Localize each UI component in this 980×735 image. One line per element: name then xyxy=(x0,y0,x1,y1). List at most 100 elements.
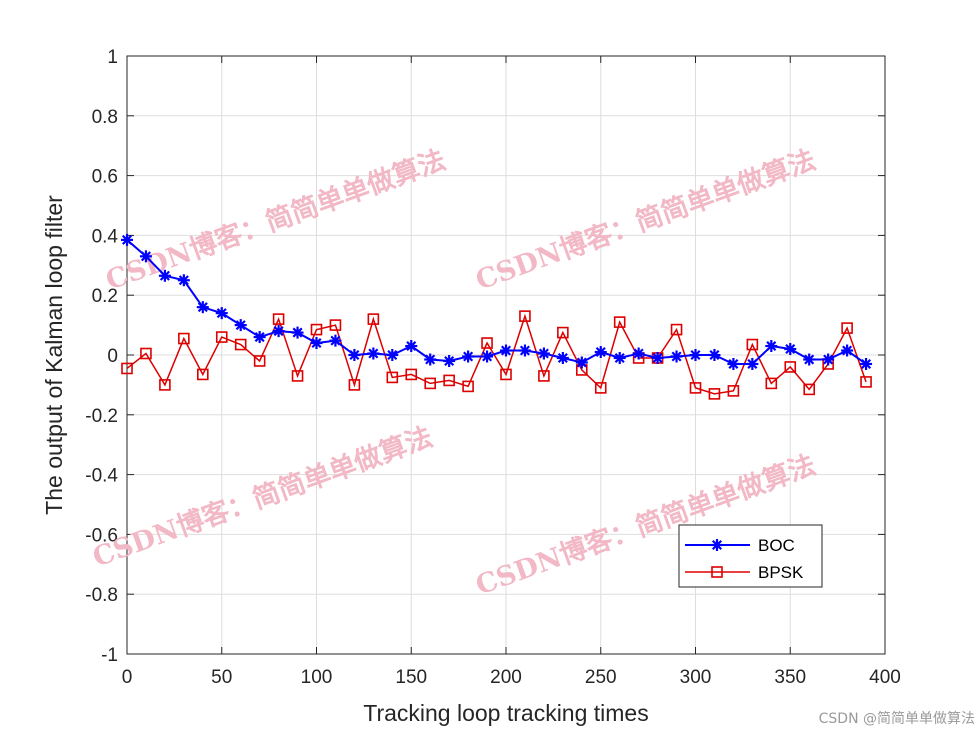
boc-point xyxy=(291,326,304,339)
bpsk-point xyxy=(197,368,209,381)
asterisk-stroke xyxy=(538,348,549,359)
asterisk-stroke xyxy=(785,343,796,355)
boc-point xyxy=(462,350,475,363)
boc-point xyxy=(367,347,380,360)
bpsk-point xyxy=(234,338,247,351)
legend-boc-label: BOC xyxy=(758,536,795,555)
boc-point xyxy=(177,274,190,287)
asterisk-stroke xyxy=(197,302,208,313)
x-tick-label: 350 xyxy=(774,667,806,688)
bpsk-point xyxy=(405,368,418,381)
bpsk-point xyxy=(443,374,455,387)
boc-point xyxy=(594,346,607,359)
boc-point xyxy=(670,350,683,363)
bpsk-point xyxy=(367,313,380,325)
bpsk-point xyxy=(670,323,683,336)
boc-point xyxy=(310,337,323,350)
bpsk-point xyxy=(557,326,569,339)
bpsk-point xyxy=(178,332,190,345)
boc-point xyxy=(727,357,740,370)
asterisk-stroke xyxy=(804,354,815,365)
bpsk-point xyxy=(841,322,853,334)
axis-ticks: 0 50 100 150 200 250 300 350 400 -1 -0.8 -0.6 -0.4 -0… xyxy=(85,47,901,688)
bpsk-point xyxy=(746,338,759,351)
bpsk-point xyxy=(519,310,531,322)
boc-point xyxy=(272,325,285,338)
boc-point xyxy=(708,349,721,361)
boc-point xyxy=(822,353,835,366)
bpsk-point xyxy=(784,361,797,373)
x-tick-label: 250 xyxy=(585,667,617,688)
asterisk-stroke xyxy=(519,345,530,356)
asterisk-stroke xyxy=(140,251,151,262)
legend-box xyxy=(678,524,823,588)
y-tick-label: -0.6 xyxy=(85,525,118,546)
asterisk-stroke xyxy=(482,351,493,362)
boc-point xyxy=(784,343,797,356)
asterisk-stroke xyxy=(842,345,853,356)
y-tick-label: 0 xyxy=(107,346,118,367)
bpsk-point xyxy=(215,331,228,343)
boc-point xyxy=(253,331,266,344)
grid-lines xyxy=(127,56,885,654)
asterisk-stroke xyxy=(652,352,663,364)
bpsk-point xyxy=(860,376,872,388)
x-tick-label: 50 xyxy=(211,667,232,688)
asterisk-stroke xyxy=(216,308,227,319)
asterisk-stroke xyxy=(330,335,341,346)
x-tick-label: 400 xyxy=(869,667,901,688)
x-tick-label: 300 xyxy=(680,667,712,688)
legend-bpsk-square xyxy=(711,566,723,578)
asterisk-stroke xyxy=(614,352,625,364)
asterisk-stroke xyxy=(368,348,379,359)
boc-point xyxy=(689,349,702,361)
asterisk-stroke xyxy=(861,358,872,369)
legend-boc-asterisk xyxy=(711,539,723,551)
boc-point xyxy=(215,307,228,320)
x-tick-label: 200 xyxy=(490,667,522,688)
asterisk-stroke xyxy=(711,539,723,551)
boc-point xyxy=(405,340,418,353)
asterisk-stroke xyxy=(728,358,739,369)
bpsk-line xyxy=(126,313,867,395)
bpsk-point xyxy=(613,316,626,328)
x-tick-label: 0 xyxy=(122,667,133,688)
bpsk-point xyxy=(140,347,152,360)
boc-point xyxy=(481,350,494,363)
x-tick-label: 150 xyxy=(395,667,427,688)
bpsk-point xyxy=(310,323,323,336)
boc-point xyxy=(500,344,512,357)
asterisk-stroke xyxy=(349,349,360,361)
bpsk-point xyxy=(386,371,399,384)
bpsk-point xyxy=(481,337,493,349)
boc-point xyxy=(765,340,778,353)
asterisk-stroke xyxy=(766,341,777,352)
legend: BOC BPSK xyxy=(678,524,823,588)
asterisk-stroke xyxy=(500,345,512,356)
boc-point xyxy=(424,353,437,366)
bpsk-point xyxy=(462,380,474,393)
bpsk-point xyxy=(708,388,721,400)
footer-credit: CSDN @简简单单做算法 xyxy=(819,710,975,727)
series-layer xyxy=(121,233,873,400)
asterisk-stroke xyxy=(235,320,246,331)
bpsk-point xyxy=(424,377,437,390)
asterisk-stroke xyxy=(463,351,474,362)
asterisk-stroke xyxy=(273,326,284,337)
bpsk-point xyxy=(594,382,607,394)
legend-boc-marker xyxy=(711,539,723,551)
boc-point xyxy=(196,301,209,314)
y-tick-label: 0.4 xyxy=(92,226,119,247)
asterisk-stroke xyxy=(444,355,455,367)
boc-point xyxy=(139,250,152,263)
legend-bpsk-label: BPSK xyxy=(758,563,804,582)
asterisk-stroke xyxy=(576,357,587,368)
bpsk-point xyxy=(689,382,702,394)
bpsk-point xyxy=(765,377,778,390)
y-tick-label: -0.2 xyxy=(85,406,118,427)
boc-point xyxy=(386,349,399,361)
boc-point xyxy=(518,344,531,357)
asterisk-stroke xyxy=(406,341,417,352)
asterisk-stroke xyxy=(425,354,436,365)
